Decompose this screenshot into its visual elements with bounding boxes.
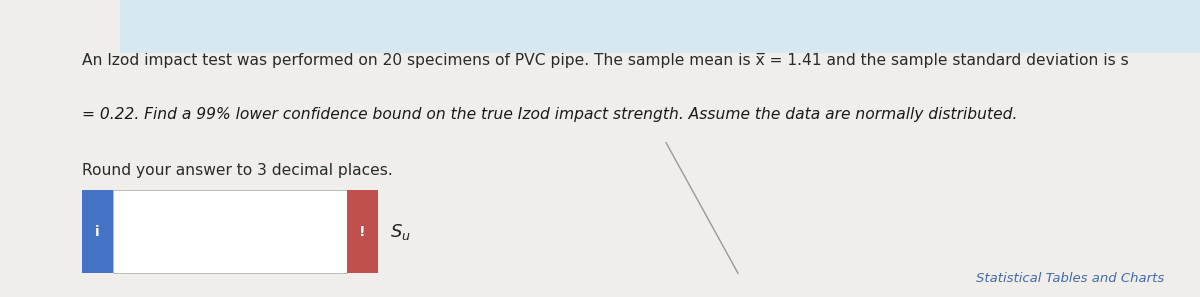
Text: i: i xyxy=(95,225,100,239)
Text: An Izod impact test was performed on 20 specimens of PVC pipe. The sample mean i: An Izod impact test was performed on 20 … xyxy=(82,53,1128,69)
Text: !: ! xyxy=(359,225,366,239)
FancyBboxPatch shape xyxy=(113,190,347,273)
Text: Round your answer to 3 decimal places.: Round your answer to 3 decimal places. xyxy=(82,163,392,178)
FancyBboxPatch shape xyxy=(82,190,113,273)
FancyBboxPatch shape xyxy=(347,190,378,273)
Text: $\mathit{S}_{u}$: $\mathit{S}_{u}$ xyxy=(390,222,410,242)
Text: = 0.22. Find a 99% lower confidence bound on the true Izod impact strength. Assu: = 0.22. Find a 99% lower confidence boun… xyxy=(82,107,1016,122)
Text: Statistical Tables and Charts: Statistical Tables and Charts xyxy=(976,272,1164,285)
FancyBboxPatch shape xyxy=(120,0,1200,53)
